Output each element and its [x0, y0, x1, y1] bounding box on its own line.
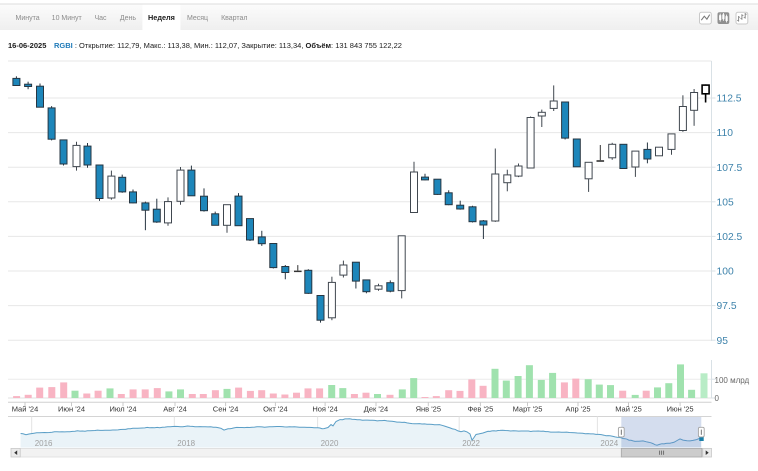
svg-text:110: 110: [717, 128, 734, 139]
svg-text:Минута: Минута: [16, 15, 40, 22]
svg-text:100: 100: [717, 267, 734, 278]
svg-text:105: 105: [717, 197, 734, 208]
svg-text:2018: 2018: [177, 439, 195, 448]
svg-text:Янв '25: Янв '25: [416, 404, 441, 413]
svg-text:Сен '24: Сен '24: [213, 404, 239, 413]
svg-text:102.5: 102.5: [717, 232, 743, 243]
svg-text:Май '24: Май '24: [12, 404, 39, 413]
svg-text:2020: 2020: [321, 439, 339, 448]
svg-text:97.5: 97.5: [717, 301, 737, 312]
svg-text:Апр '25: Апр '25: [565, 404, 590, 413]
svg-text:2016: 2016: [35, 439, 53, 448]
svg-text:2022: 2022: [462, 439, 480, 448]
svg-text:Месяц: Месяц: [187, 15, 208, 22]
svg-text:2024: 2024: [600, 439, 618, 448]
svg-text:Неделя: Неделя: [148, 13, 175, 22]
svg-text:Май '25: Май '25: [615, 404, 642, 413]
svg-text:Июн '24: Июн '24: [58, 404, 85, 413]
svg-text:0: 0: [715, 394, 720, 403]
svg-text:Окт '24: Окт '24: [263, 404, 288, 413]
svg-text:Авг '24: Авг '24: [163, 404, 187, 413]
svg-text:Июн '25: Июн '25: [667, 404, 694, 413]
svg-text:112.5: 112.5: [717, 94, 742, 105]
svg-text:Дек '24: Дек '24: [364, 404, 388, 413]
svg-text:Фев '25: Фев '25: [468, 404, 494, 413]
svg-text:10 Минут: 10 Минут: [52, 15, 83, 22]
svg-text:100 млрд: 100 млрд: [715, 376, 750, 385]
svg-text:107.5: 107.5: [717, 163, 743, 174]
svg-text:Квартал: Квартал: [221, 15, 247, 22]
svg-text:Ноя '24: Ноя '24: [312, 404, 338, 413]
svg-text:День: День: [120, 15, 136, 22]
svg-text:Час: Час: [94, 15, 107, 22]
svg-text:Июл '24: Июл '24: [109, 404, 136, 413]
svg-text:Март '25: Март '25: [513, 404, 543, 413]
svg-text:95: 95: [717, 336, 729, 347]
